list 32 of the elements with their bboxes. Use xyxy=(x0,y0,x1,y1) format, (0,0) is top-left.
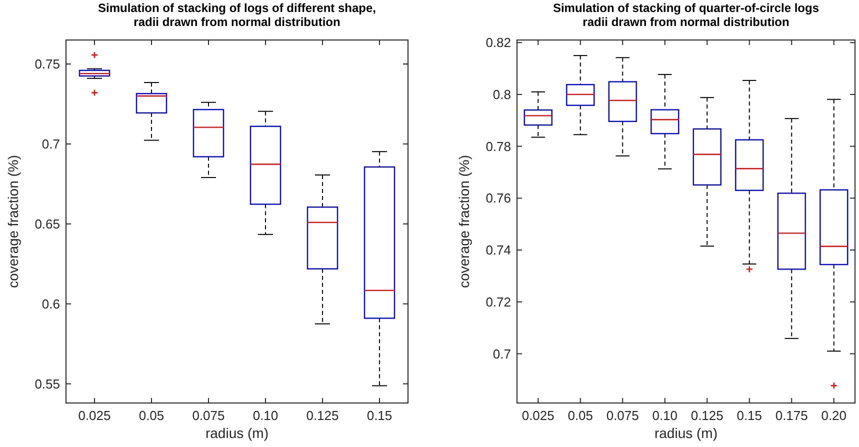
x-tick-label: 0.20 xyxy=(821,408,847,423)
x-tick-label: 0.075 xyxy=(192,408,225,423)
y-axis-title: coverage fraction (%) xyxy=(5,154,21,288)
y-tick-label: 0.7 xyxy=(42,136,60,152)
x-tick-label: 0.10 xyxy=(652,408,678,423)
y-tick-label: 0.76 xyxy=(486,190,511,206)
y-tick-label: 0.82 xyxy=(486,35,511,50)
y-tick-label: 0.74 xyxy=(486,242,511,258)
x-tick-label: 0.05 xyxy=(568,408,594,423)
x-axis-title: radius (m) xyxy=(654,425,718,441)
x-tick-label: 0.15 xyxy=(366,408,392,423)
y-tick-label: 0.8 xyxy=(492,87,511,102)
chart-title: Simulation of stacking of quarter-of-circle logs radii drawn from normal distribution xyxy=(552,1,820,29)
y-tick-label: 0.7 xyxy=(492,346,511,362)
y-tick-label: 0.6 xyxy=(42,296,60,312)
chart-title: Simulation of stacking of logs of different shape, radii drawn from normal distribution xyxy=(98,1,376,29)
y-tick-label: 0.65 xyxy=(34,216,60,232)
x-tick-label: 0.125 xyxy=(306,408,339,423)
x-tick-label: 0.125 xyxy=(690,408,724,423)
x-tick-label: 0.025 xyxy=(78,408,111,423)
y-tick-label: 0.75 xyxy=(34,56,60,72)
y-tick-label: 0.72 xyxy=(486,294,511,310)
x-tick-label: 0.075 xyxy=(606,408,639,423)
y-tick-label: 0.55 xyxy=(34,376,60,392)
y-axis-title: coverage fraction (%) xyxy=(456,154,472,288)
x-axis-title: radius (m) xyxy=(205,425,269,441)
x-tick-label: 0.025 xyxy=(522,408,554,423)
x-tick-label: 0.05 xyxy=(138,408,164,423)
x-tick-label: 0.10 xyxy=(252,408,278,423)
x-tick-label: 0.15 xyxy=(736,408,762,423)
y-tick-label: 0.78 xyxy=(486,138,511,154)
x-tick-label: 0.175 xyxy=(775,408,808,423)
